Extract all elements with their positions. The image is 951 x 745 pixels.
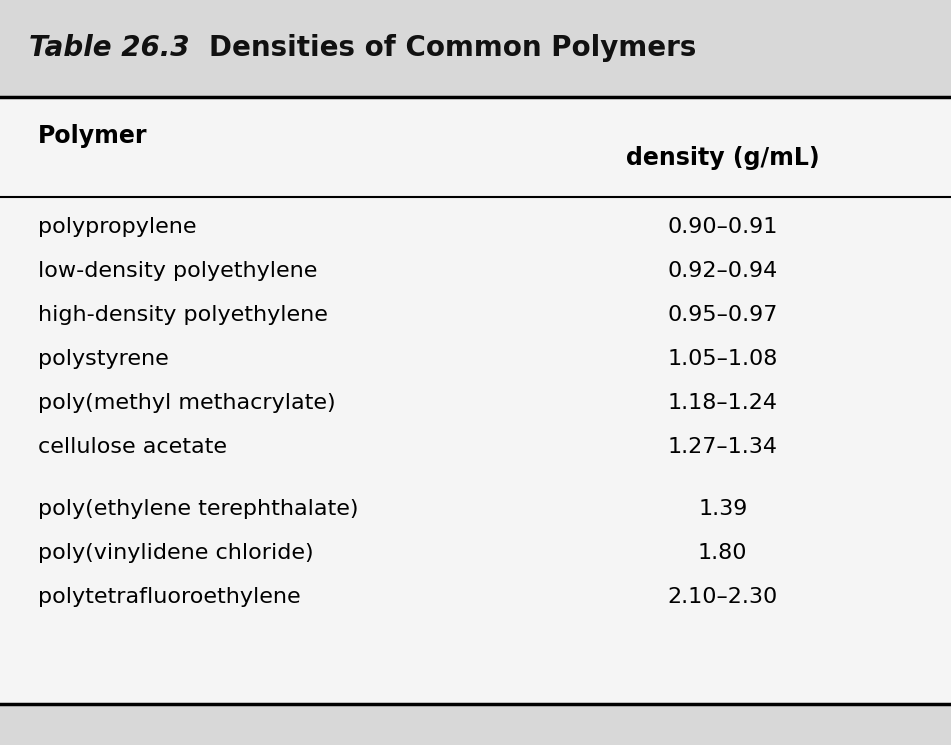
Text: Densities of Common Polymers: Densities of Common Polymers xyxy=(209,34,696,63)
Text: 1.39: 1.39 xyxy=(698,499,747,519)
Text: 1.80: 1.80 xyxy=(698,543,747,563)
Text: density (g/mL): density (g/mL) xyxy=(626,146,820,171)
FancyBboxPatch shape xyxy=(0,0,951,97)
Text: polypropylene: polypropylene xyxy=(38,217,197,237)
Text: 1.18–1.24: 1.18–1.24 xyxy=(668,393,778,413)
Text: poly(methyl methacrylate): poly(methyl methacrylate) xyxy=(38,393,336,413)
Text: 0.90–0.91: 0.90–0.91 xyxy=(668,217,778,237)
Text: low-density polyethylene: low-density polyethylene xyxy=(38,261,318,281)
Text: 2.10–2.30: 2.10–2.30 xyxy=(668,587,778,607)
Text: 0.95–0.97: 0.95–0.97 xyxy=(668,305,778,325)
Text: cellulose acetate: cellulose acetate xyxy=(38,437,227,457)
Text: poly(ethylene terephthalate): poly(ethylene terephthalate) xyxy=(38,499,359,519)
Text: Table 26.3: Table 26.3 xyxy=(29,34,189,63)
Text: high-density polyethylene: high-density polyethylene xyxy=(38,305,328,325)
Text: polytetrafluoroethylene: polytetrafluoroethylene xyxy=(38,587,301,607)
FancyBboxPatch shape xyxy=(0,97,951,704)
Text: 1.27–1.34: 1.27–1.34 xyxy=(668,437,778,457)
Text: polystyrene: polystyrene xyxy=(38,349,168,369)
Text: Polymer: Polymer xyxy=(38,124,147,148)
Text: 1.05–1.08: 1.05–1.08 xyxy=(668,349,778,369)
Text: 0.92–0.94: 0.92–0.94 xyxy=(668,261,778,281)
Text: poly(vinylidene chloride): poly(vinylidene chloride) xyxy=(38,543,314,563)
